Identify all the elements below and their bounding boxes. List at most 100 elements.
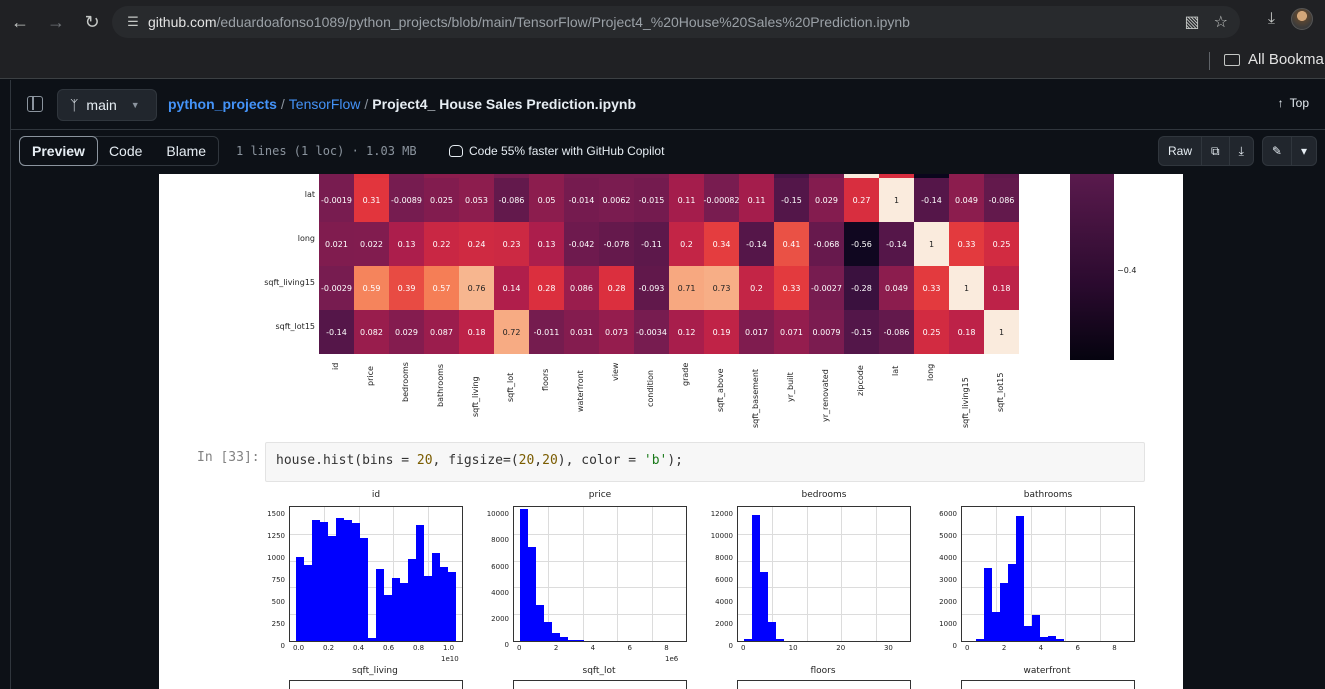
- tab-code[interactable]: Code: [108, 143, 143, 159]
- cell-prompt: In [33]:: [197, 450, 260, 465]
- breadcrumb: python_projects / TensorFlow / Project4_ Hou…: [168, 96, 636, 112]
- heatmap-cell: 0.087: [424, 310, 459, 354]
- code-cell[interactable]: house.hist(bins = 20, figsize=(20,20), c…: [265, 442, 1145, 482]
- y-tick-label: 6000: [939, 510, 957, 518]
- x-tick-label: 0: [965, 644, 970, 652]
- heatmap-cell: -0.011: [529, 310, 564, 354]
- histogram-bar: [1056, 639, 1065, 641]
- histogram-bar: [552, 632, 561, 641]
- histogram-title: id: [371, 490, 381, 500]
- bookmark-star-icon[interactable]: ☆: [1213, 14, 1228, 31]
- raw-button[interactable]: Raw: [1159, 137, 1203, 165]
- heatmap-cell: 0.082: [354, 310, 389, 354]
- back-icon[interactable]: ←: [11, 11, 29, 32]
- heatmap-cell: 0.71: [669, 266, 704, 310]
- heatmap-cell: 0.18: [459, 310, 494, 354]
- y-tick-label: 12000: [710, 510, 733, 518]
- download-icon[interactable]: ⤓: [1267, 10, 1275, 27]
- heatmap-cell: -0.042: [564, 222, 599, 266]
- histogram-title: waterfront: [1023, 666, 1071, 676]
- heatmap-cell: [704, 174, 739, 178]
- heatmap-row-label: lat: [304, 190, 315, 199]
- url-host: github.com: [148, 14, 217, 30]
- histogram-bar: [536, 604, 545, 641]
- tab-preview[interactable]: Preview: [19, 136, 98, 166]
- heatmap-cell: [599, 174, 634, 178]
- heatmap-cell: -0.0019: [319, 178, 354, 222]
- all-bookmarks-label: All Bookma: [1248, 51, 1324, 68]
- heatmap-cell: 0.0062: [599, 178, 634, 222]
- site-info-icon[interactable]: ☰: [127, 14, 139, 29]
- branch-selector-button[interactable]: ᛉ main ▼: [57, 89, 157, 121]
- histogram-bar: [368, 637, 377, 641]
- x-tick-label: 6: [1075, 644, 1080, 652]
- y-tick-label: 6000: [715, 575, 733, 584]
- x-tick-label: 2: [1001, 644, 1007, 652]
- grid-line: [1099, 507, 1101, 641]
- breadcrumb-dir-link[interactable]: TensorFlow: [288, 96, 361, 112]
- tab-blame[interactable]: Blame: [166, 143, 207, 159]
- histogram-bar: [376, 569, 385, 641]
- copilot-promo-link[interactable]: Code 55% faster with GitHub Copilot: [449, 144, 664, 158]
- heatmap-cell: 0.24: [459, 222, 494, 266]
- grid-line: [962, 587, 1134, 589]
- forward-icon[interactable]: →: [47, 11, 65, 32]
- heatmap-column-label: bedrooms: [401, 361, 410, 402]
- heatmap-column-label: sqft_basement: [751, 368, 760, 428]
- grid-line: [841, 507, 843, 641]
- grid-line: [875, 507, 877, 641]
- histogram-bar: [312, 519, 321, 641]
- breadcrumb-separator: /: [364, 96, 369, 112]
- code-text: ), color =: [557, 453, 644, 468]
- reload-icon[interactable]: ↻: [84, 11, 100, 32]
- histogram-title: floors: [810, 666, 836, 676]
- grid-line: [962, 533, 1134, 535]
- edit-pencil-icon[interactable]: ✎: [1263, 137, 1292, 165]
- histogram-bar: [416, 525, 425, 641]
- download-raw-icon[interactable]: ⤓: [1238, 144, 1244, 158]
- heatmap-cell: [494, 174, 529, 178]
- url-text[interactable]: github.com/eduardoafonso1089/python_proj…: [148, 14, 910, 30]
- address-bar[interactable]: ☰ github.com/eduardoafonso1089/python_pr…: [112, 6, 1240, 38]
- all-bookmarks-button[interactable]: All Bookma: [1224, 51, 1324, 68]
- code-text: );: [667, 453, 684, 468]
- sidebar-toggle-icon[interactable]: [27, 96, 43, 112]
- grid-line: [290, 560, 462, 562]
- histogram-bar: [992, 612, 1001, 641]
- heatmap-cell: 0.11: [739, 178, 774, 222]
- copy-icon[interactable]: ⧉: [1202, 137, 1230, 165]
- heatmap-cell: [669, 174, 704, 178]
- y-tick-label: 500: [271, 597, 285, 606]
- chevron-down-icon[interactable]: ▾: [1300, 144, 1307, 158]
- histogram-bathrooms: bathrooms 6000 5000 4000 3000 2000 1000 0 0 2 4 6 8: [931, 490, 1135, 666]
- heatmap-cell: 0.049: [879, 266, 914, 310]
- histogram-bar: [432, 552, 441, 641]
- heatmap-cell: 1: [914, 222, 949, 266]
- histogram-bar: [560, 637, 569, 641]
- y-tick-label: 8000: [491, 536, 509, 545]
- top-button[interactable]: ↑ Top: [1278, 96, 1309, 110]
- heatmap-cell: 0.12: [669, 310, 704, 354]
- install-app-icon[interactable]: ▧: [1184, 14, 1200, 31]
- heatmap-cell: -0.0034: [634, 310, 669, 354]
- heatmap-column-label: lat: [891, 365, 900, 376]
- histogram-axes: [513, 506, 687, 642]
- copilot-text: Code 55% faster with GitHub Copilot: [469, 144, 665, 158]
- code-number: 20: [518, 453, 535, 468]
- histogram-grid: id 1500 1250 1000 750 500 250 0 0.0 0.2 0.4 0.6 0.8 1…: [259, 490, 1149, 689]
- bookmarks-bar: All Bookma: [0, 44, 1325, 79]
- heatmap-cell: 1: [984, 310, 1019, 354]
- grid-line: [1030, 507, 1032, 641]
- breadcrumb-repo-link[interactable]: python_projects: [168, 96, 277, 112]
- grid-line: [548, 507, 550, 641]
- profile-avatar[interactable]: [1291, 8, 1313, 30]
- heatmap-column-label: price: [366, 366, 375, 386]
- x-tick-label: 10: [788, 644, 798, 652]
- y-tick-label: 4000: [715, 597, 733, 606]
- heatmap-cell: 1: [949, 266, 984, 310]
- heatmap-cell: 0.76: [459, 266, 494, 310]
- heatmap-cell: 0.33: [949, 222, 984, 266]
- grid-line: [427, 507, 429, 641]
- heatmap-column-label: waterfront: [576, 370, 585, 412]
- heatmap-cell: [739, 174, 774, 178]
